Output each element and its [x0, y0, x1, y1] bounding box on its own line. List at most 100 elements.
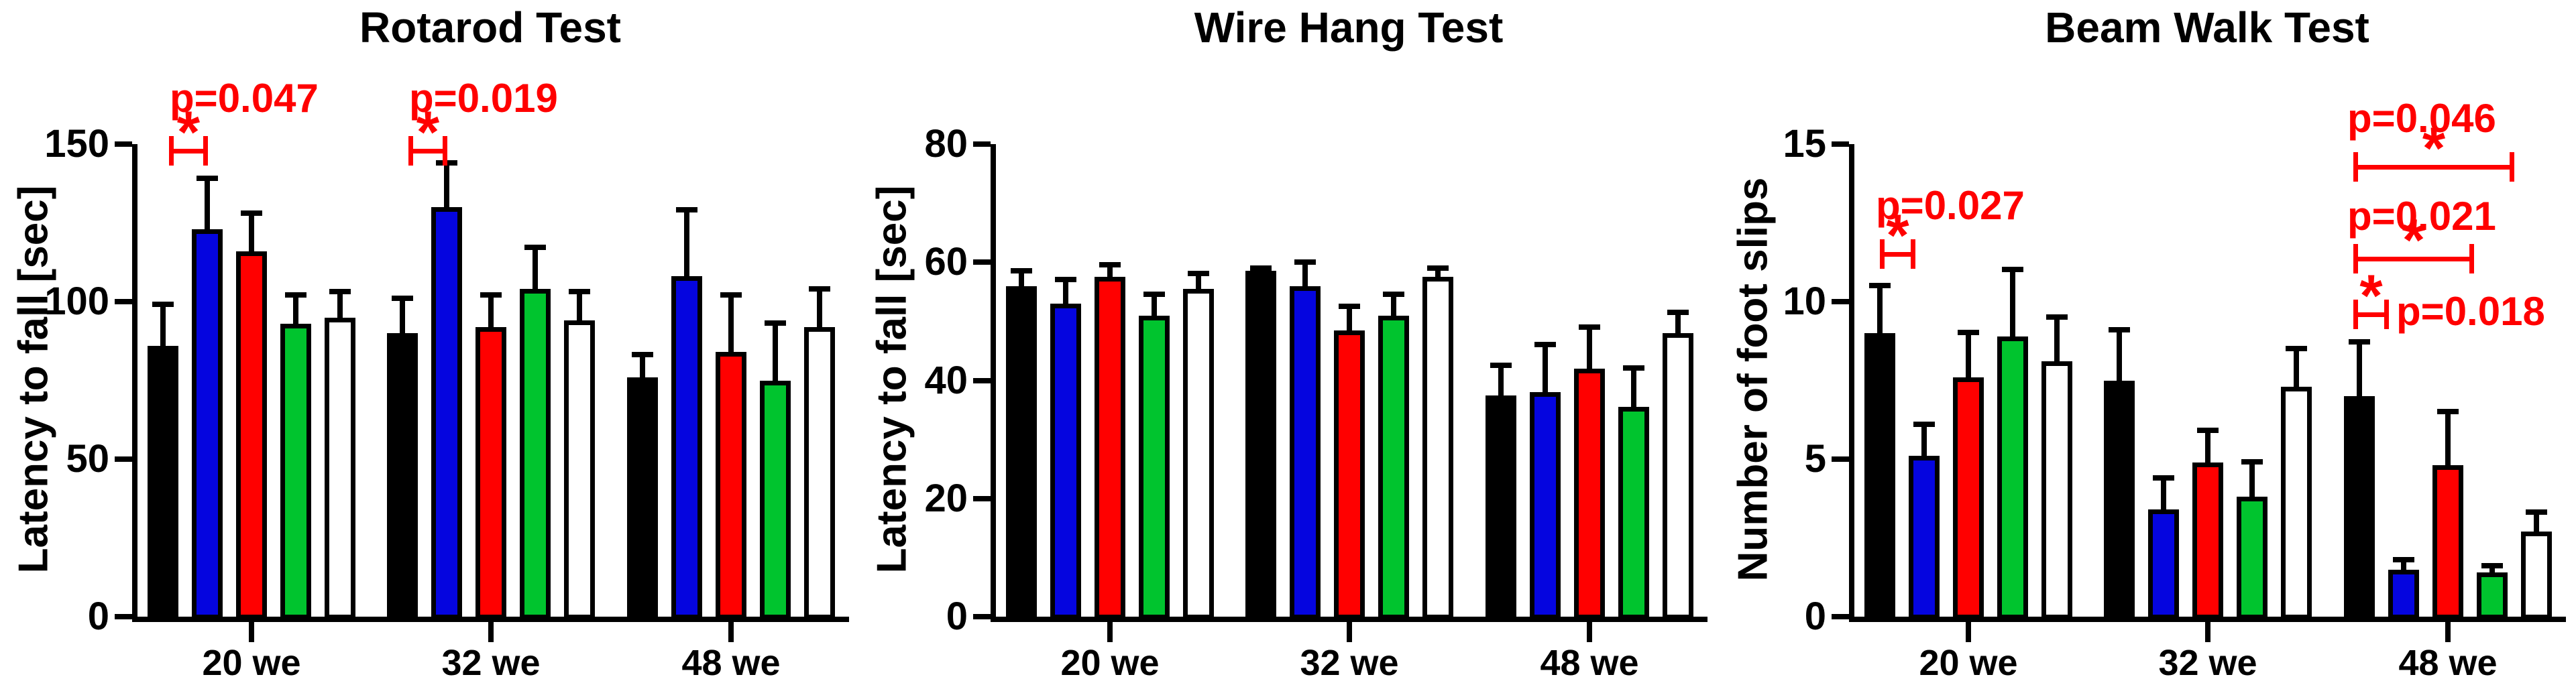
- error-bar-cap: [329, 289, 351, 295]
- x-tick-label: 48 we: [1540, 643, 1639, 679]
- y-tick-label: 20: [924, 476, 968, 520]
- x-tick-label: 48 we: [681, 643, 781, 679]
- bar-white: [1663, 333, 1693, 619]
- error-bar-cap: [2393, 556, 2414, 562]
- error-bar-cap: [676, 207, 697, 212]
- bar-green: [520, 289, 551, 619]
- bar-white: [564, 320, 595, 619]
- error-bar-cap: [1339, 303, 1360, 309]
- y-tick-label: 0: [946, 595, 968, 638]
- x-axis-tick: [1587, 622, 1592, 642]
- bar-red: [2432, 465, 2463, 619]
- x-tick-label: 20 we: [1919, 643, 2018, 679]
- error-bar-stem: [817, 286, 822, 336]
- error-bar-stem: [205, 176, 210, 239]
- error-bar-stem: [2489, 563, 2495, 582]
- y-axis-tick: [115, 299, 132, 304]
- bar-blue: [671, 276, 702, 619]
- error-bar-cap: [1623, 365, 1644, 371]
- error-bar-stem: [1966, 330, 1971, 387]
- significance-bracket-end: [2353, 244, 2358, 273]
- error-bar-cap: [1250, 265, 1272, 271]
- error-bar-cap: [2153, 475, 2174, 481]
- error-bar-stem: [337, 289, 343, 327]
- y-tick-label: 60: [924, 240, 968, 284]
- error-bar-stem: [533, 245, 538, 299]
- error-bar-stem: [2249, 459, 2255, 507]
- chart-panel-beam-walk: Beam Walk Test Number of foot slips 0 5 10…: [1717, 0, 2576, 679]
- error-bar-cap: [1427, 265, 1449, 271]
- error-bar-stem: [1107, 262, 1113, 287]
- y-axis-tick: [973, 614, 991, 619]
- error-bar-stem: [1347, 303, 1352, 340]
- significance-label: p=0.046: [2347, 96, 2496, 141]
- error-bar-cap: [2437, 408, 2459, 414]
- error-bar-stem: [488, 292, 494, 336]
- bar-white: [325, 317, 355, 619]
- chart-title: Rotarod Test: [359, 3, 621, 52]
- x-tick-label: 32 we: [1300, 643, 1399, 679]
- x-axis-tick: [1347, 622, 1352, 642]
- significance-label: p=0.047: [170, 76, 319, 121]
- y-tick-label: 150: [44, 122, 109, 166]
- significance-bracket-end: [408, 136, 413, 166]
- plot-area: 0 50 100 150 20 we 32 we 48 we * p=0.047 * p=0.019: [0, 0, 859, 679]
- error-bar-stem: [2534, 509, 2539, 542]
- y-axis-tick: [115, 141, 132, 147]
- y-tick-label: 50: [66, 437, 109, 481]
- bar-blue: [1050, 303, 1081, 619]
- x-axis-line: [991, 617, 1707, 622]
- bar-blue: [1909, 456, 1940, 619]
- y-axis-tick: [973, 259, 991, 265]
- error-bar-stem: [1877, 282, 1883, 343]
- error-bar-stem: [1498, 363, 1504, 405]
- error-bar-stem: [1543, 342, 1548, 402]
- significance-bracket-end: [443, 136, 447, 166]
- error-bar-cap: [1294, 259, 1316, 265]
- error-bar-cap: [2046, 314, 2068, 320]
- bar-green: [1618, 407, 1649, 619]
- error-bar-cap: [2481, 563, 2503, 569]
- significance-bracket-line: [2353, 257, 2474, 261]
- x-axis-tick: [728, 622, 734, 642]
- y-tick-label: 5: [1804, 437, 1826, 481]
- significance-bracket-line: [2353, 312, 2389, 317]
- error-bar-cap: [197, 176, 218, 181]
- x-tick-label: 20 we: [1060, 643, 1160, 679]
- x-axis-tick: [1107, 622, 1113, 642]
- bar-green: [2237, 497, 2267, 619]
- y-tick-label: 40: [924, 358, 968, 402]
- bar-red: [1334, 330, 1365, 619]
- error-bar-stem: [2357, 339, 2362, 406]
- significance-bracket-end: [1880, 239, 1885, 269]
- bar-red: [1095, 277, 1125, 619]
- error-bar-cap: [2286, 345, 2307, 351]
- significance-asterisk: *: [416, 99, 440, 166]
- error-bar-cap: [1913, 421, 1935, 427]
- significance-bracket-end: [2353, 300, 2358, 329]
- error-bar-stem: [444, 160, 449, 217]
- error-bar-cap: [1188, 271, 1209, 277]
- error-bar-cap: [569, 289, 590, 295]
- error-bar-stem: [2294, 345, 2299, 396]
- y-tick-label: 0: [87, 595, 109, 638]
- error-bar-cap: [1143, 292, 1165, 298]
- error-bar-cap: [1055, 277, 1076, 283]
- significance-bracket-end: [2510, 152, 2514, 182]
- error-bar-cap: [2197, 428, 2219, 433]
- plot-area: 0 20 40 60 80 20 we 32 we 48 we: [858, 0, 1718, 679]
- bar-red: [2192, 462, 2223, 619]
- y-axis-tick: [115, 614, 132, 619]
- bar-blue: [1530, 392, 1561, 619]
- x-axis-tick: [488, 622, 494, 642]
- significance-asterisk: *: [2359, 262, 2383, 329]
- error-bar-cap: [392, 295, 413, 301]
- error-bar-cap: [765, 320, 786, 326]
- significance-bracket-line: [2353, 165, 2514, 170]
- error-bar-stem: [2054, 314, 2060, 371]
- bar-green: [760, 380, 791, 619]
- error-bar-cap: [2002, 267, 2023, 273]
- error-bar-stem: [2117, 326, 2122, 390]
- bar-red: [1953, 377, 1984, 619]
